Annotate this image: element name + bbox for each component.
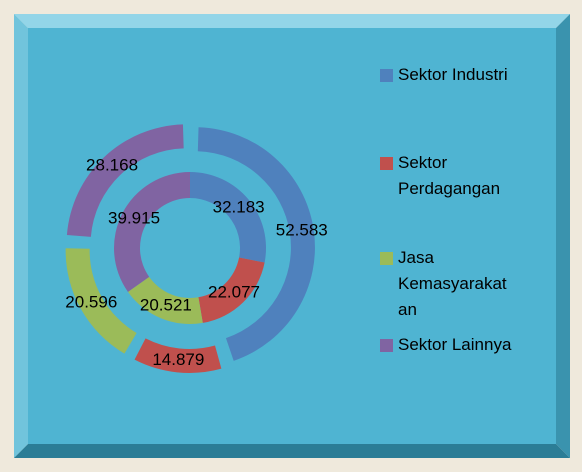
bevel-left bbox=[14, 14, 28, 458]
legend-label: Jasa Kemasyarakatan bbox=[398, 248, 507, 319]
legend-swatch bbox=[380, 252, 393, 265]
bevel-right bbox=[556, 14, 570, 458]
legend-label: Sektor Perdagangan bbox=[398, 153, 501, 198]
legend-swatch bbox=[380, 69, 393, 82]
legend-swatch bbox=[380, 339, 393, 352]
data-label: 32.183 bbox=[213, 197, 265, 216]
legend-label: Sektor Lainnya bbox=[398, 335, 512, 354]
data-label: 14.879 bbox=[152, 350, 204, 369]
data-label: 22.077 bbox=[208, 283, 260, 302]
doughnut-segment bbox=[197, 127, 315, 361]
legend-label: Sektor Industri bbox=[398, 65, 508, 84]
doughnut-segment bbox=[198, 257, 265, 323]
data-label: 20.521 bbox=[140, 296, 192, 315]
data-label: 20.596 bbox=[65, 293, 117, 312]
data-label: 28.168 bbox=[86, 156, 138, 175]
doughnut-segment bbox=[66, 124, 184, 237]
bevel-top bbox=[14, 14, 570, 28]
data-label: 39.915 bbox=[108, 209, 160, 228]
doughnut-segment bbox=[127, 276, 203, 324]
doughnut-segment bbox=[65, 248, 137, 354]
doughnut-segment bbox=[113, 172, 190, 292]
legend-swatch bbox=[380, 157, 393, 170]
doughnut-segment bbox=[134, 338, 222, 373]
doughnut-segment bbox=[190, 172, 266, 263]
data-label: 52.583 bbox=[276, 221, 328, 240]
bevel-bottom bbox=[14, 444, 570, 458]
